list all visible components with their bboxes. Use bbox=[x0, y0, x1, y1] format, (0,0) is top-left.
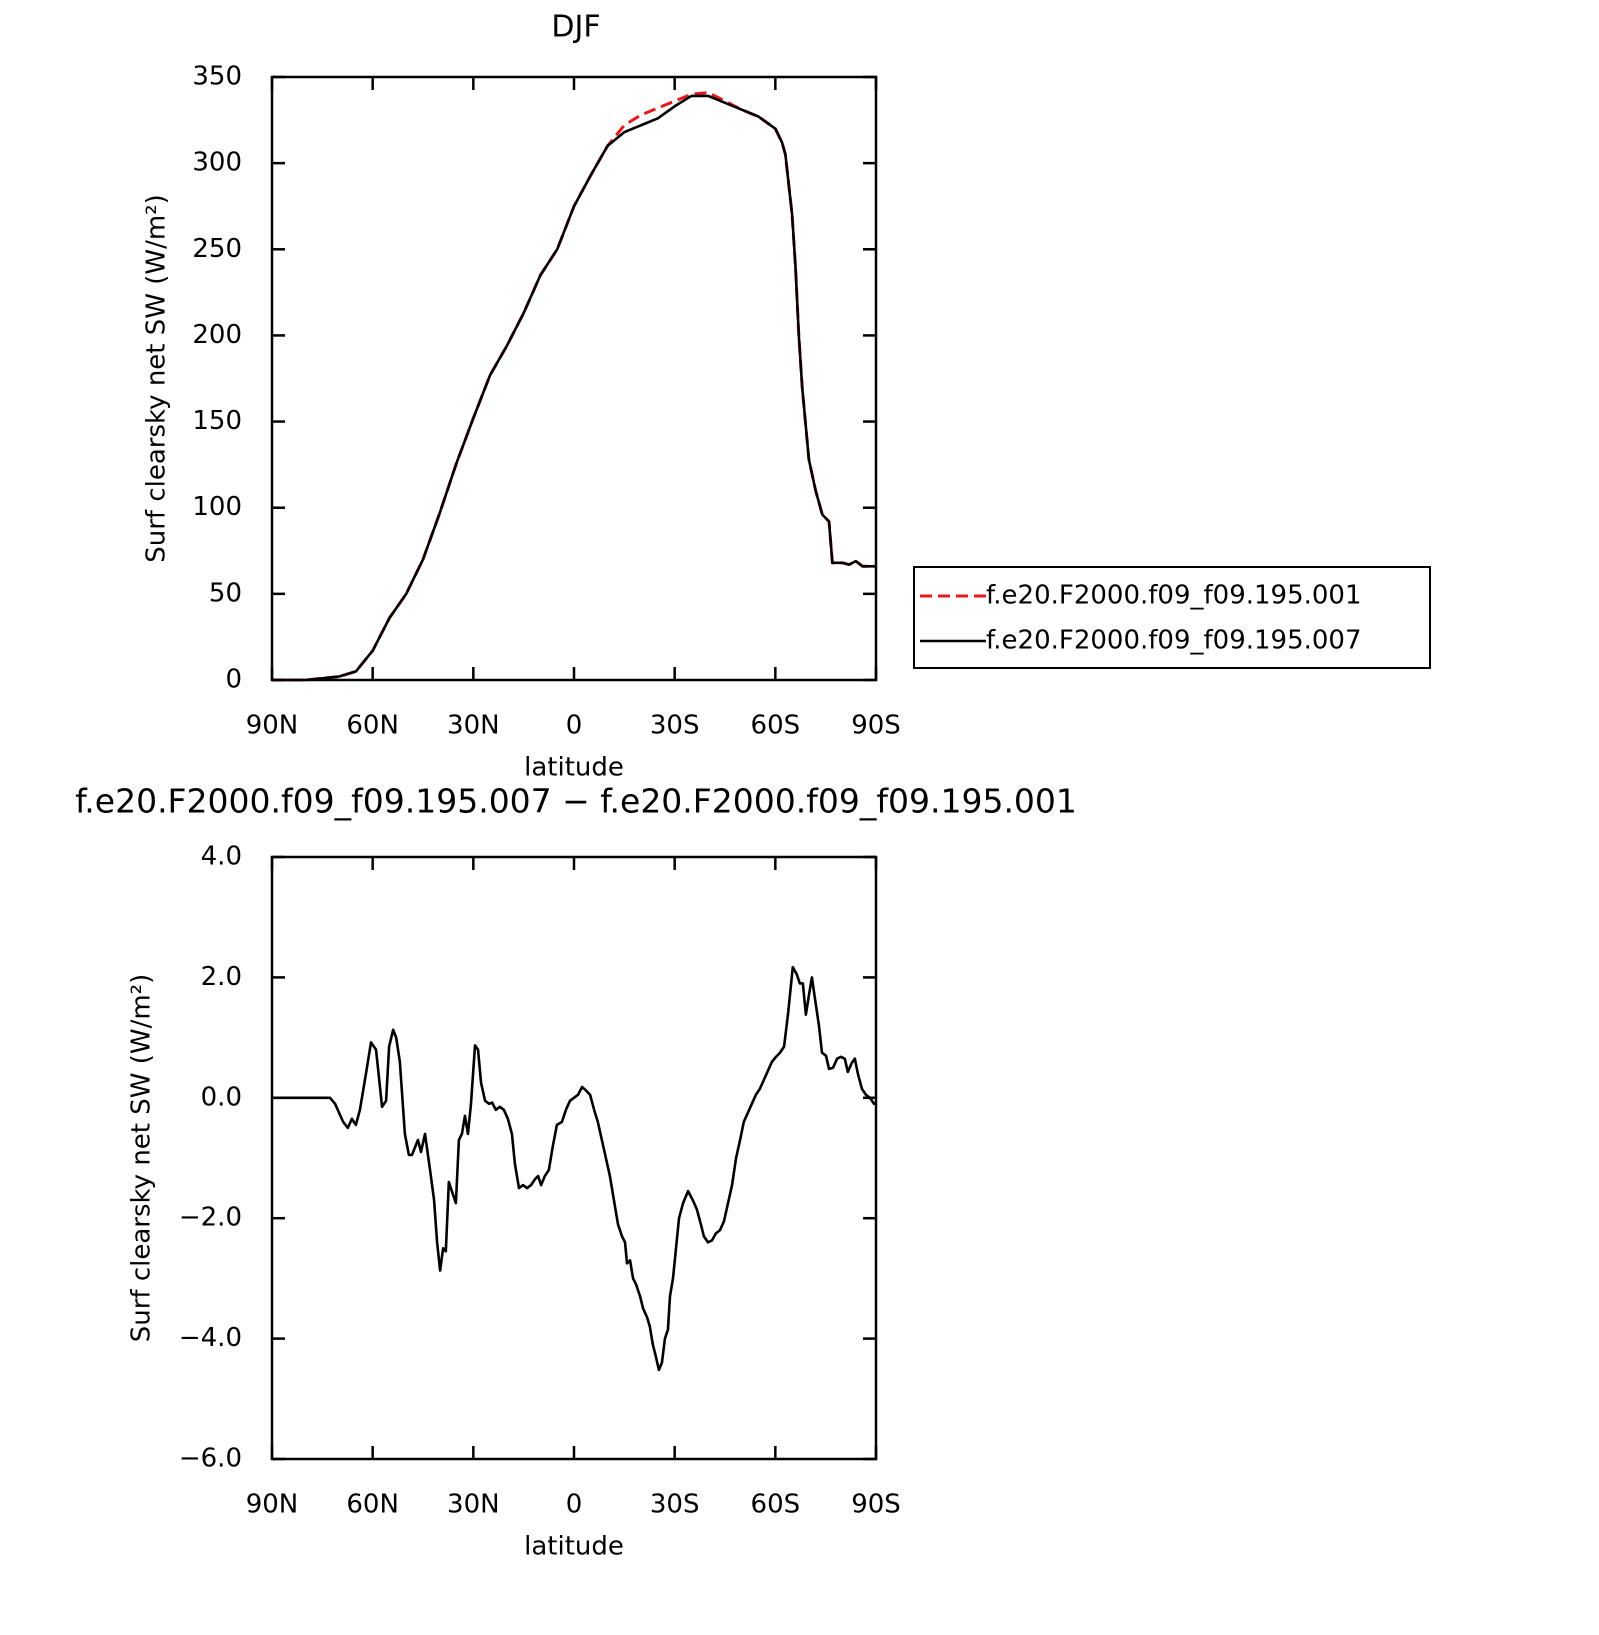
x-tick-label: 90S bbox=[851, 1490, 901, 1520]
y-tick-label: 100 bbox=[192, 492, 242, 522]
y-tick-label: 2.0 bbox=[201, 962, 242, 992]
legend-label: f.e20.F2000.f09_f09.195.001 bbox=[986, 581, 1362, 611]
y-tick-label: 0 bbox=[225, 665, 242, 695]
legend-box bbox=[913, 566, 1431, 669]
data-line bbox=[272, 965, 877, 1372]
data-line bbox=[272, 91, 876, 682]
plot-frame bbox=[270, 75, 878, 682]
x-tick-label: 60N bbox=[346, 711, 399, 741]
y-tick-label: 200 bbox=[192, 320, 242, 350]
x-tick-label: 30N bbox=[447, 1490, 500, 1520]
x-tick-label: 90S bbox=[851, 711, 901, 741]
y-tick-label: −4.0 bbox=[179, 1323, 242, 1353]
x-tick-label: 60S bbox=[751, 711, 801, 741]
x-axis-label: latitude bbox=[524, 1532, 624, 1562]
x-tick-label: 30S bbox=[650, 711, 700, 741]
plot-frame bbox=[270, 855, 878, 1461]
x-tick-label: 30N bbox=[447, 711, 500, 741]
chart-title: f.e20.F2000.f09_f09.195.007 − f.e20.F200… bbox=[75, 782, 1077, 821]
y-tick-label: −2.0 bbox=[179, 1203, 242, 1233]
chart-title: DJF bbox=[551, 10, 600, 45]
x-tick-label: 60S bbox=[751, 1490, 801, 1520]
y-tick-label: 4.0 bbox=[201, 842, 242, 872]
y-tick-label: 300 bbox=[192, 148, 242, 178]
data-line bbox=[272, 94, 876, 682]
y-tick-label: −6.0 bbox=[179, 1444, 242, 1474]
y-tick-label: 0.0 bbox=[201, 1082, 242, 1112]
y-axis-label: Surf clearsky net SW (W/m²) bbox=[127, 974, 157, 1342]
x-tick-label: 90N bbox=[246, 711, 299, 741]
x-tick-label: 30S bbox=[650, 1490, 700, 1520]
y-tick-label: 250 bbox=[192, 234, 242, 264]
legend-label: f.e20.F2000.f09_f09.195.007 bbox=[986, 626, 1362, 656]
y-tick-label: 150 bbox=[192, 406, 242, 436]
x-tick-label: 0 bbox=[566, 1490, 583, 1520]
x-axis-label: latitude bbox=[524, 753, 624, 783]
x-tick-label: 0 bbox=[566, 711, 583, 741]
y-tick-label: 350 bbox=[192, 62, 242, 92]
y-axis-label: Surf clearsky net SW (W/m²) bbox=[142, 194, 172, 562]
x-tick-label: 60N bbox=[346, 1490, 399, 1520]
y-tick-label: 50 bbox=[209, 578, 242, 608]
x-tick-label: 90N bbox=[246, 1490, 299, 1520]
